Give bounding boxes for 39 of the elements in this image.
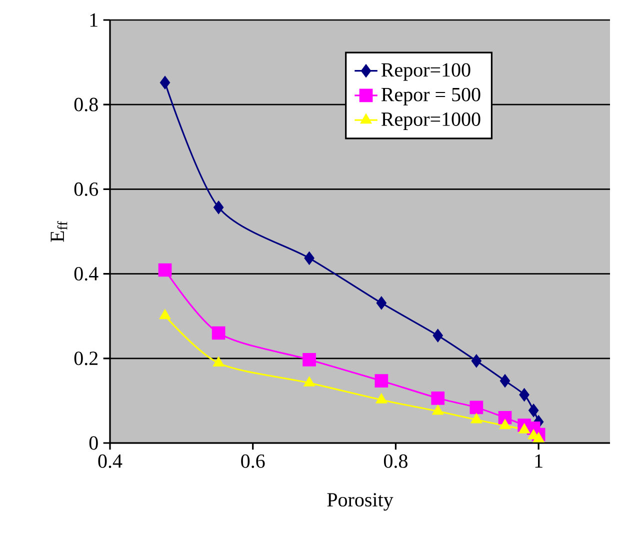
point — [304, 376, 315, 386]
point — [432, 329, 443, 342]
y-axis-title: E$_{ff}$ — [50, 221, 68, 242]
x-tick-label: 0.8 — [384, 454, 408, 468]
y-tick-label: 0 — [89, 436, 98, 450]
point — [302, 353, 316, 366]
point — [533, 432, 544, 442]
point — [214, 200, 224, 214]
point — [213, 356, 224, 367]
point — [500, 374, 510, 388]
x-tick-label: 1 — [535, 454, 542, 468]
point — [376, 394, 387, 404]
point — [431, 392, 445, 405]
point — [212, 326, 226, 340]
point — [160, 310, 170, 320]
y-tick-label: 0.2 — [74, 352, 98, 366]
point — [432, 405, 444, 415]
point — [471, 414, 482, 424]
point — [374, 374, 388, 388]
y-tick-label: 0.6 — [74, 182, 98, 196]
y-tick-label: 0.4 — [74, 267, 98, 281]
point — [519, 388, 530, 402]
y-tick-label: 1 — [90, 13, 98, 27]
legend-label: Repor=100 — [381, 63, 470, 81]
x-tick-label: 0.4 — [98, 454, 122, 468]
point — [470, 400, 484, 414]
point — [528, 404, 539, 417]
x-tick-label: 0.6 — [241, 454, 265, 468]
x-axis-title: Porosity — [327, 493, 394, 511]
point — [160, 76, 170, 89]
point — [471, 354, 482, 368]
y-tick-label: 0.8 — [74, 98, 98, 112]
point — [500, 420, 510, 430]
legend-label: Repor=1000 — [381, 112, 480, 130]
point — [376, 296, 386, 310]
point — [518, 424, 530, 434]
point — [304, 252, 314, 265]
point — [158, 263, 172, 277]
legend-label: Repor = 500 — [381, 88, 480, 106]
